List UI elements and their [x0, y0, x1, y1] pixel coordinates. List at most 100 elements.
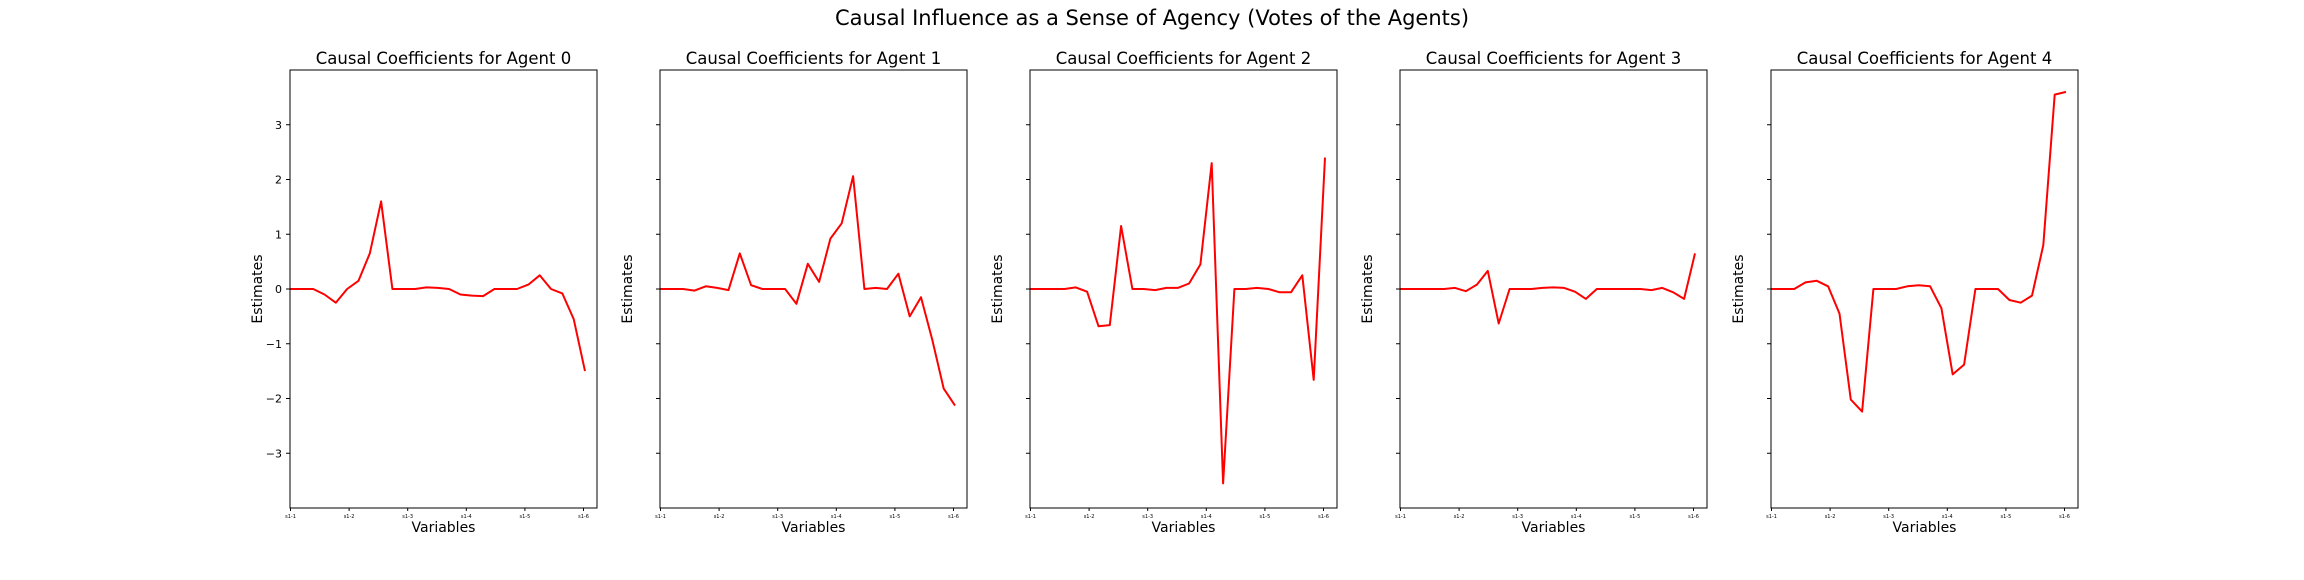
data-point — [1245, 288, 1247, 290]
data-point — [505, 288, 507, 290]
data-point — [437, 287, 439, 289]
subplot-title: Causal Coefficients for Agent 0 — [316, 49, 571, 68]
y-axis-label: Estimates — [250, 254, 266, 323]
data-point — [1052, 288, 1054, 290]
x-tick-label: s1-1 — [1766, 514, 1777, 520]
data-point — [380, 200, 382, 202]
data-point — [1064, 288, 1066, 290]
data-point — [1177, 287, 1179, 289]
y-tick-label: −3 — [266, 447, 282, 460]
series-line — [1030, 157, 1326, 485]
x-axis-label: Variables — [782, 520, 846, 536]
data-point — [290, 288, 292, 290]
data-point — [459, 294, 461, 296]
x-tick-label: s1-1 — [285, 514, 296, 520]
data-point — [1131, 288, 1133, 290]
x-tick-label: s1-1 — [1395, 514, 1406, 520]
data-point — [1530, 288, 1532, 290]
data-point — [750, 284, 752, 286]
data-point — [1324, 157, 1326, 159]
data-point — [448, 288, 450, 290]
data-point — [660, 288, 662, 290]
data-point — [897, 273, 899, 275]
data-point — [1563, 287, 1565, 289]
data-point — [301, 288, 303, 290]
data-point — [1520, 288, 1522, 290]
data-point — [425, 286, 427, 288]
data-point — [516, 288, 518, 290]
data-point — [1629, 288, 1631, 290]
data-point — [1650, 289, 1652, 291]
x-tick-label: s1-4 — [461, 514, 472, 520]
data-point — [1256, 287, 1258, 289]
data-point — [1884, 288, 1886, 290]
data-point — [1487, 270, 1489, 272]
data-point — [1782, 288, 1784, 290]
data-point — [682, 288, 684, 290]
data-point — [1607, 288, 1609, 290]
data-point — [1432, 288, 1434, 290]
data-point — [671, 288, 673, 290]
x-tick-label: s1-6 — [948, 514, 959, 520]
data-point — [818, 281, 820, 283]
subplot-agent-0: Causal Coefficients for Agent 0 −3 −2 −1 0 1 2… — [250, 49, 598, 536]
data-point — [1929, 285, 1931, 287]
data-point — [1454, 287, 1456, 289]
x-tick-label: s1-4 — [831, 514, 842, 520]
data-point — [346, 288, 348, 290]
data-point — [2065, 91, 2067, 93]
x-tick-label: s1-6 — [578, 514, 589, 520]
data-point — [1694, 252, 1696, 254]
data-point — [784, 288, 786, 290]
data-point — [403, 288, 405, 290]
data-point — [1585, 298, 1587, 300]
x-tick-label: s1-5 — [2001, 514, 2012, 520]
data-point — [920, 296, 922, 298]
data-point — [1640, 288, 1642, 290]
y-axis-label: Estimates — [1360, 254, 1376, 323]
data-point — [1618, 288, 1620, 290]
data-point — [1498, 323, 1500, 325]
data-point — [1771, 288, 1773, 290]
x-tick-label: s1-6 — [1688, 514, 1699, 520]
data-point — [2042, 244, 2044, 246]
data-point — [1041, 288, 1043, 290]
data-point — [1541, 287, 1543, 289]
data-point — [312, 288, 314, 290]
data-point — [493, 288, 495, 290]
data-point — [1509, 288, 1511, 290]
series-line — [1400, 253, 1696, 325]
axes-frame — [1770, 69, 2079, 509]
y-axis-label: Estimates — [620, 254, 636, 323]
data-point — [1279, 291, 1281, 293]
subplot-title: Causal Coefficients for Agent 3 — [1426, 49, 1681, 68]
data-point — [1421, 288, 1423, 290]
data-point — [324, 294, 326, 296]
subplot-title: Causal Coefficients for Agent 4 — [1797, 49, 2052, 68]
data-point — [886, 288, 888, 290]
y-axis-label: Estimates — [990, 254, 1006, 323]
x-axis-label: Variables — [1152, 520, 1216, 536]
data-point — [1199, 263, 1201, 265]
data-point — [773, 288, 775, 290]
data-point — [1997, 288, 1999, 290]
y-tick-label: −1 — [266, 338, 282, 351]
data-point — [1552, 286, 1554, 288]
x-tick-label: s1-6 — [1318, 514, 1329, 520]
series-line — [290, 200, 586, 372]
x-tick-label: s1-3 — [402, 514, 413, 520]
data-point — [1410, 288, 1412, 290]
x-tick-label: s1-5 — [1260, 514, 1271, 520]
data-point — [1313, 379, 1315, 381]
data-point — [1443, 288, 1445, 290]
x-tick-label: s1-4 — [1942, 514, 1953, 520]
data-point — [931, 339, 933, 341]
x-tick-label: s1-3 — [772, 514, 783, 520]
data-point — [1683, 298, 1685, 300]
data-point — [795, 303, 797, 305]
data-point — [1465, 290, 1467, 292]
data-point — [1098, 325, 1100, 327]
data-point — [1827, 285, 1829, 287]
data-point — [875, 287, 877, 289]
